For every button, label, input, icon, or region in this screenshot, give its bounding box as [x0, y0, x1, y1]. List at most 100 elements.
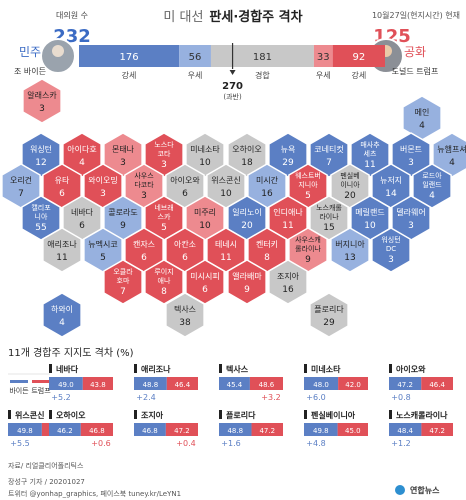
state-ev: 11: [364, 160, 375, 170]
state-name: 뉴햄프셔: [437, 144, 466, 154]
state-name: 웨스트버: [295, 171, 321, 180]
poll-value-biden: 48.4: [397, 427, 413, 435]
state-hex: [330, 227, 370, 273]
state-ev: 6: [182, 253, 188, 263]
state-name: 콜로라도: [108, 208, 137, 217]
electoral-label: 대의원 수: [56, 10, 88, 20]
state-hex: [22, 78, 62, 124]
state-ev: 4: [429, 191, 435, 201]
ev-value-dem_strong: 176: [120, 52, 139, 63]
state-name: 오리건: [10, 175, 32, 185]
poll-marker: [8, 410, 11, 419]
rep-party: 공화: [404, 45, 426, 59]
state-hex: [144, 259, 184, 305]
poll-bar-trump: [165, 423, 198, 436]
state-ev: 18: [241, 158, 253, 168]
dem-party: 민주: [19, 45, 41, 59]
poll-value-biden: 48.8: [143, 381, 159, 389]
state-hex: [227, 259, 267, 305]
threshold-value: 270: [222, 81, 243, 92]
biden-face: [52, 45, 64, 57]
ev-label-rep_lean: 우세: [316, 71, 331, 80]
state-ev: 11: [220, 253, 231, 263]
state-ev: 10: [199, 221, 211, 231]
state-ev: 3: [408, 158, 414, 168]
state-name: 스카: [158, 212, 171, 221]
poll-bar-trump: [338, 377, 368, 390]
state-name: 루이지: [154, 267, 173, 276]
state-name: 테네시: [215, 240, 237, 249]
state-ev: 14: [385, 189, 397, 199]
legend-trump: 트럼프: [31, 387, 51, 395]
state-ev: 9: [305, 255, 311, 265]
state-name: 노스캐롤: [316, 204, 342, 212]
state-name: 애리조나: [47, 240, 77, 249]
source-text: 자료/ 리얼클리어폴리틱스: [8, 461, 84, 470]
poll-value-biden: 49.8: [313, 427, 329, 435]
state-name: 지니아: [298, 180, 318, 189]
state-name: 펜실베: [340, 171, 359, 180]
ev-segment-rep_lean: [313, 45, 333, 67]
state-name: 뉴저지: [380, 176, 402, 185]
state-ev: 16: [282, 285, 294, 295]
poll-marker: [219, 410, 222, 419]
poll-state-name: 애리조나: [141, 364, 171, 374]
poll-state-name: 미네소타: [311, 364, 341, 374]
legend-trump-swatch: [32, 380, 50, 383]
state-name: 코타: [158, 149, 171, 158]
poll-bar-trump: [80, 423, 113, 436]
state-ev: 10: [199, 158, 211, 168]
poll-bar-trump: [249, 377, 283, 390]
state-tile: 애리조나 11: [42, 227, 82, 273]
poll-diff: +1.6: [221, 439, 240, 448]
poll-value-trump: 47.2: [259, 427, 275, 435]
poll-value-biden: 47.2: [397, 381, 413, 389]
state-tile: 조지아 16: [268, 259, 308, 305]
poll-bar-trump: [82, 377, 113, 390]
poll-state-name: 플로리다: [226, 410, 256, 420]
state-hex: [165, 292, 205, 338]
state-tile: 미시시피 6: [185, 259, 225, 305]
state-tile: 버지니아 13: [330, 227, 370, 273]
state-name: 호마: [117, 276, 130, 285]
state-name: 매사추: [360, 140, 380, 149]
poll-diff: +0.6: [91, 439, 110, 448]
state-ev: 3: [141, 191, 147, 201]
poll-bar-biden: [304, 377, 339, 390]
poll-value-biden: 49.8: [17, 427, 33, 435]
state-name: 다코타: [134, 180, 154, 189]
poll-value-trump: 46.4: [429, 381, 445, 389]
state-name: 코네티컷: [314, 144, 343, 154]
ev-value-rep_lean: 33: [317, 52, 330, 63]
yonhap-logo-icon: [395, 485, 405, 495]
poll-item: 조지아 46.8 47.2 +0.4: [134, 410, 198, 448]
ev-label-dem_lean: 우세: [188, 71, 203, 80]
poll-marker: [134, 364, 137, 373]
state-ev: 8: [161, 287, 167, 297]
page-title: 미 대선 판세·경합주 격차: [163, 10, 303, 25]
state-ev: 10: [364, 221, 376, 231]
ev-segment-tossup: [210, 45, 314, 67]
poll-value-trump: 47.2: [429, 427, 445, 435]
chart-title: 11개 경합주 지지도 격차 (%): [8, 346, 134, 359]
state-ev: 4: [59, 318, 65, 328]
state-name: 오하이오: [232, 144, 261, 154]
state-name: 몬태나: [112, 145, 135, 154]
state-name: 세츠: [364, 149, 377, 158]
poll-value-biden: 46.8: [142, 427, 158, 435]
poll-bar-biden: [389, 423, 422, 436]
state-ev: 7: [120, 287, 126, 297]
poll-item: 플로리다 48.8 47.2 +1.6: [219, 410, 283, 448]
poll-state-name: 위스콘신: [15, 410, 44, 420]
state-name: 하와이: [51, 304, 73, 314]
poll-value-trump: 42.0: [345, 381, 361, 389]
state-name: 워싱턴: [30, 144, 52, 154]
state-name: 캔자스: [133, 239, 155, 249]
poll-bar-trump: [166, 377, 198, 390]
state-ev: 4: [419, 121, 425, 131]
state-ev: 6: [182, 189, 188, 199]
state-name: 앨라배마: [232, 271, 262, 281]
state-name: 롤라이나: [295, 244, 321, 253]
